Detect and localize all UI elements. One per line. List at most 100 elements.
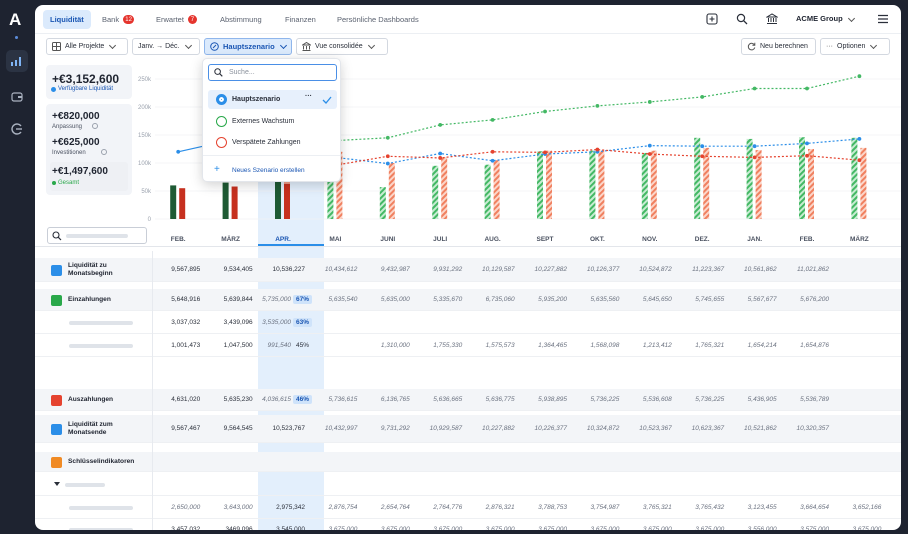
tab-finanzen[interactable]: Finanzen <box>278 10 323 29</box>
month-label[interactable]: APR. <box>275 236 291 243</box>
outflow-bar <box>179 188 186 219</box>
tab-erwartet[interactable]: Erwartet 7 <box>149 10 204 29</box>
series-point <box>385 161 390 166</box>
table-cell: 5,735,000 <box>262 296 291 303</box>
scenario-search-input[interactable]: Suche... <box>208 64 337 81</box>
options-button[interactable]: ··· Optionen <box>820 38 890 55</box>
table-row[interactable]: 1,001,473 1,047,500 991,540 1,310,000 1,755,… <box>35 335 901 357</box>
menu-icon[interactable] <box>876 12 890 26</box>
projects-filter-label: Alle Projekte <box>65 43 105 50</box>
kpi-adjust-value: +€820,000 <box>52 111 100 122</box>
trend-icon <box>51 423 62 435</box>
month-label[interactable]: FEB. <box>799 236 815 243</box>
scenario-selector[interactable]: Hauptszenario <box>204 38 292 55</box>
create-scenario-button[interactable]: + Neues Szenario erstellen <box>208 161 337 180</box>
table-cell: 991,540 <box>267 342 292 349</box>
month-label[interactable]: JULI <box>433 236 448 243</box>
month-label[interactable]: MÄRZ <box>850 236 869 243</box>
table-cell: 5,745,655 <box>695 296 725 303</box>
tab-label: Liquidität <box>50 15 84 24</box>
table-cell: 2,876,754 <box>328 504 358 511</box>
series-point <box>595 147 600 152</box>
tab-label: Persönliche Dashboards <box>337 15 419 24</box>
table-row[interactable]: Einzahlungen 5,648,916 5,639,844 5,735,000 5… <box>35 289 901 311</box>
month-label[interactable]: NOV. <box>642 236 658 243</box>
rail-dashboard-icon[interactable] <box>6 50 28 72</box>
table-cell: 9,564,545 <box>223 425 253 432</box>
y-tick-label: 50k <box>141 189 152 195</box>
inflow-bar <box>275 180 281 219</box>
tab-abstimmung[interactable]: Abstimmung <box>213 10 269 29</box>
search-icon <box>214 68 223 77</box>
table-cell: 3,652,166 <box>852 504 882 511</box>
table-cell: 9,567,895 <box>171 266 201 273</box>
month-label[interactable]: DEZ. <box>694 236 710 243</box>
kpi-breakdown: +€820,000 Anpassung +€625,000 Investitio… <box>46 104 132 195</box>
table-cell: 3,037,032 <box>171 319 201 326</box>
tab-bank[interactable]: Bank 12 <box>95 10 141 29</box>
info-icon[interactable] <box>101 149 107 155</box>
table-cell: 3,675,000 <box>538 526 567 530</box>
rail-exchange-icon[interactable] <box>6 118 28 140</box>
inflow-bar <box>589 150 596 219</box>
scenario-option-label: Verspätete Zahlungen <box>232 139 301 146</box>
rail-wallet-icon[interactable] <box>6 86 28 108</box>
month-label[interactable]: AUG. <box>484 236 501 243</box>
date-range-filter[interactable]: Janv. → Déc. <box>132 38 200 55</box>
table-cell: 5,639,844 <box>223 296 253 303</box>
y-tick-label: 200k <box>138 105 152 111</box>
table-cell: 10,561,862 <box>744 266 777 273</box>
table-cell: 3469,096 <box>225 526 253 530</box>
table-search[interactable] <box>47 227 147 244</box>
row-label-placeholder <box>69 321 133 325</box>
expand-caret-icon[interactable] <box>54 482 60 486</box>
kpi-available-label: Verfügbare Liquidität <box>58 86 114 92</box>
tab-liquiditaet[interactable]: Liquidität <box>43 10 91 29</box>
y-tick-label: 0 <box>148 217 152 223</box>
kpi-invest-value: +€625,000 <box>52 137 100 148</box>
outflow-bar <box>808 149 814 219</box>
month-label[interactable]: MÄRZ <box>221 236 240 243</box>
table-row[interactable]: Auszahlungen 4,631,020 5,635,230 4,036,615 5… <box>35 389 901 411</box>
y-tick-label: 250k <box>138 77 152 83</box>
add-icon[interactable] <box>705 12 719 26</box>
info-icon[interactable] <box>92 123 98 129</box>
table-cell: 1,765,321 <box>695 342 725 349</box>
org-switcher[interactable]: ACME Group <box>796 14 855 23</box>
table-row[interactable]: 3,457,032 3469,096 3,545,000 3,675,000 3,675… <box>35 519 901 530</box>
table-row[interactable]: Liquidität zu Monatsbeginn 9,567,895 9,534… <box>35 258 901 282</box>
table-cell: 3,765,321 <box>642 504 672 511</box>
table-row[interactable]: Schlüsselindikatoren <box>35 452 901 472</box>
scenario-option-hauptszenario[interactable]: Hauptszenario ··· <box>208 90 337 109</box>
row-label-placeholder <box>69 344 133 348</box>
view-filter[interactable]: Vue consolidée <box>296 38 388 55</box>
table-row[interactable]: 2,650,000 3,643,000 2,975,342 2,876,754 2,65… <box>35 497 901 519</box>
month-label[interactable]: SEPT <box>536 236 554 243</box>
scenario-option-externes-wachstum[interactable]: Externes Wachstum <box>208 112 337 131</box>
more-options-icon[interactable]: ··· <box>305 93 312 100</box>
table-cell: 2,650,000 <box>171 504 201 511</box>
tab-persoenliche-dashboards[interactable]: Persönliche Dashboards <box>330 10 426 29</box>
scenario-option-verspaetete-zahlungen[interactable]: Verspätete Zahlungen <box>208 133 337 152</box>
month-label[interactable]: JAN. <box>747 236 762 243</box>
recalculate-button[interactable]: Neu berechnen <box>741 38 816 55</box>
table-row[interactable]: Liquidität zum Monatsende 9,567,467 9,564,… <box>35 415 901 443</box>
table-cell: 5,536,789 <box>800 396 829 403</box>
table-cell: 10,536,227 <box>272 266 305 273</box>
table-row[interactable]: 3,037,032 3,439,096 3,535,000 63% <box>35 312 901 334</box>
inflow-bar <box>851 137 858 219</box>
month-label[interactable]: OKT. <box>589 236 605 243</box>
table-row[interactable] <box>35 474 901 496</box>
arrow-in-icon <box>51 294 62 306</box>
search-icon[interactable] <box>735 12 749 26</box>
month-label[interactable]: MAI <box>329 236 342 243</box>
outflow-bar <box>284 183 290 219</box>
projects-filter[interactable]: Alle Projekte <box>46 38 128 55</box>
series-point <box>385 154 390 159</box>
kpi-total-value: +€1,497,600 <box>52 166 108 177</box>
outflow-bar <box>336 151 343 219</box>
month-label[interactable]: FEB. <box>170 236 186 243</box>
search-placeholder-bar <box>66 234 128 238</box>
bank-building-icon[interactable] <box>765 12 779 26</box>
month-label[interactable]: JUNI <box>380 236 396 243</box>
